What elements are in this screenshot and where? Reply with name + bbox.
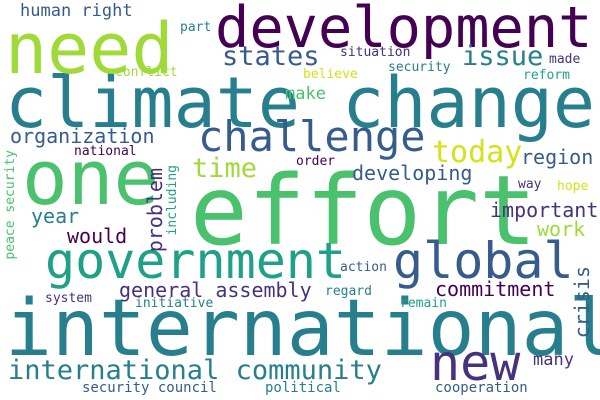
word-system: system bbox=[45, 291, 92, 306]
word-developing: developing bbox=[352, 161, 473, 185]
word-general-assembly: general assembly bbox=[119, 278, 312, 302]
word-national: national bbox=[74, 144, 137, 159]
word-problem: problem bbox=[143, 168, 167, 253]
word-security: security bbox=[388, 60, 451, 75]
word-would: would bbox=[67, 224, 128, 248]
word-states: states bbox=[222, 41, 320, 72]
word-year: year bbox=[31, 204, 80, 228]
word-development: development bbox=[215, 0, 593, 61]
word-international-community: international community bbox=[8, 355, 382, 386]
word-government: government bbox=[45, 232, 347, 290]
word-international: international bbox=[5, 284, 600, 374]
word-commitment: commitment bbox=[435, 277, 556, 301]
word-today: today bbox=[432, 135, 523, 170]
word-important: important bbox=[490, 198, 599, 222]
word-crisis: crisis bbox=[570, 266, 594, 339]
word-remain: remain bbox=[400, 296, 447, 311]
word-climate-change: climate change bbox=[5, 62, 596, 144]
word-initiative: initiative bbox=[135, 296, 214, 311]
word-region: region bbox=[521, 145, 594, 169]
word-action: action bbox=[340, 260, 387, 275]
word-many: many bbox=[533, 350, 574, 370]
word-organization: organization bbox=[10, 124, 155, 148]
word-new: new bbox=[430, 334, 521, 392]
word-made: made bbox=[549, 52, 581, 67]
word-peace-security: peace security bbox=[3, 150, 18, 260]
word-situation: situation bbox=[340, 45, 411, 60]
word-part: part bbox=[180, 20, 212, 35]
word-political: political bbox=[265, 380, 341, 396]
word-cooperation: cooperation bbox=[435, 380, 528, 396]
word-make: make bbox=[285, 84, 326, 104]
word-regard: regard bbox=[325, 284, 372, 299]
word-work: work bbox=[537, 217, 586, 241]
word-believe: believe bbox=[303, 67, 358, 82]
word-global: global bbox=[393, 232, 574, 290]
word-order: order bbox=[296, 154, 336, 169]
word-human-right: human right bbox=[20, 1, 133, 21]
word-conflict: conflict bbox=[115, 65, 178, 80]
word-way: way bbox=[518, 177, 542, 192]
word-time: time bbox=[192, 153, 258, 184]
word-issue: issue bbox=[462, 41, 544, 72]
word-one: one bbox=[22, 133, 160, 222]
word-including: including bbox=[165, 165, 180, 236]
word-reform: reform bbox=[523, 68, 570, 83]
word-challenge: challenge bbox=[198, 112, 426, 161]
word-security-council: security council bbox=[82, 380, 217, 396]
word-need: need bbox=[5, 8, 174, 90]
word-hope: hope bbox=[557, 179, 589, 194]
word-effort: effort bbox=[190, 155, 537, 267]
